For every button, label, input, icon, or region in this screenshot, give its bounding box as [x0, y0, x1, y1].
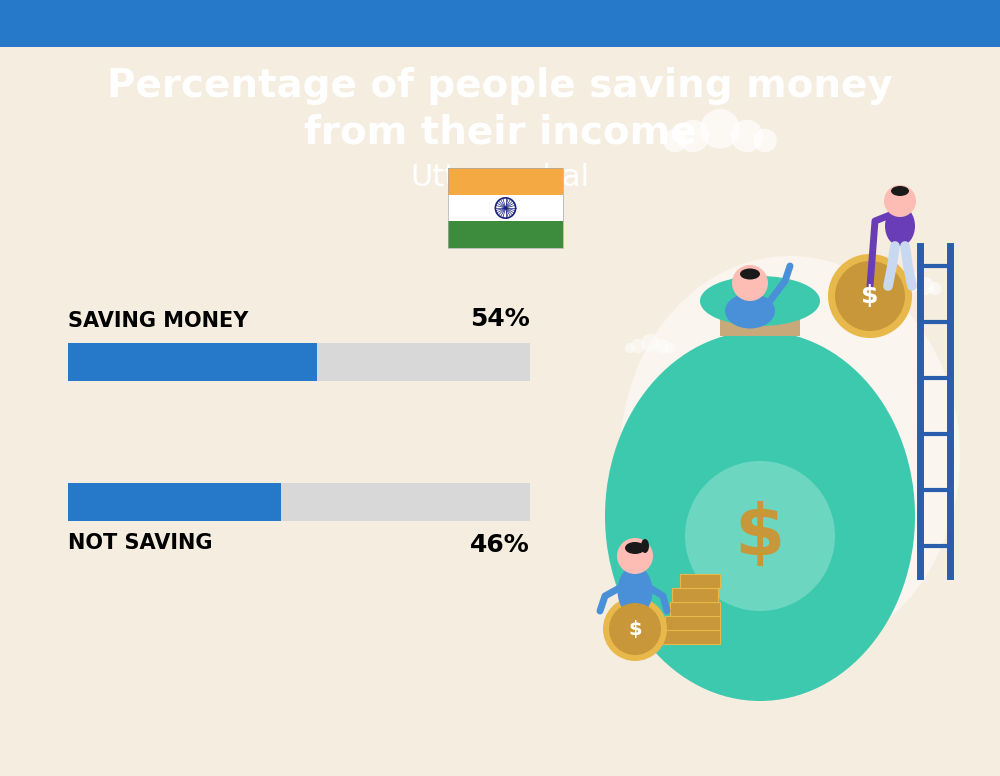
Text: NOT SAVING: NOT SAVING	[68, 533, 212, 553]
Circle shape	[504, 206, 507, 210]
Circle shape	[665, 343, 675, 353]
Circle shape	[884, 185, 916, 217]
Bar	[672, 588, 718, 602]
Ellipse shape	[885, 206, 915, 246]
Bar	[68, 343, 530, 381]
Circle shape	[603, 597, 667, 661]
Ellipse shape	[740, 268, 760, 279]
Bar	[665, 616, 720, 630]
Circle shape	[886, 277, 904, 295]
Bar	[68, 483, 281, 521]
Circle shape	[609, 603, 661, 655]
Bar	[448, 195, 563, 221]
Circle shape	[753, 129, 777, 152]
Bar	[448, 221, 563, 248]
Circle shape	[617, 538, 653, 574]
Text: $: $	[735, 501, 785, 570]
Bar	[448, 168, 563, 195]
Bar	[680, 574, 720, 588]
Text: SAVING MONEY: SAVING MONEY	[68, 311, 248, 331]
Bar	[660, 630, 720, 644]
Ellipse shape	[605, 331, 915, 701]
Ellipse shape	[618, 566, 652, 616]
Circle shape	[631, 339, 645, 353]
Ellipse shape	[891, 186, 909, 196]
Circle shape	[641, 334, 659, 352]
Circle shape	[655, 339, 669, 353]
Text: $: $	[628, 619, 642, 639]
Text: Percentage of people saving money: Percentage of people saving money	[107, 67, 893, 105]
Ellipse shape	[641, 539, 649, 553]
Ellipse shape	[725, 293, 775, 328]
Bar	[68, 483, 530, 521]
Circle shape	[899, 271, 921, 293]
Text: 46%: 46%	[470, 533, 530, 557]
Circle shape	[732, 265, 768, 301]
Circle shape	[663, 129, 687, 152]
Bar	[448, 168, 563, 248]
Bar	[720, 301, 800, 336]
Bar	[68, 343, 317, 381]
Ellipse shape	[625, 542, 645, 554]
Circle shape	[700, 109, 740, 148]
Circle shape	[731, 120, 763, 152]
Circle shape	[916, 277, 934, 295]
Bar	[670, 602, 720, 616]
Text: from their income: from their income	[304, 114, 696, 152]
Circle shape	[685, 461, 835, 611]
Text: Uttaranchal: Uttaranchal	[410, 164, 590, 192]
Text: $: $	[861, 284, 879, 308]
Circle shape	[828, 254, 912, 338]
Ellipse shape	[700, 276, 820, 326]
Circle shape	[835, 261, 905, 331]
Text: 54%: 54%	[470, 307, 530, 331]
Polygon shape	[0, 0, 1000, 46]
Circle shape	[677, 120, 709, 152]
Circle shape	[928, 282, 942, 295]
Circle shape	[625, 343, 635, 353]
Circle shape	[879, 282, 892, 295]
Ellipse shape	[620, 256, 960, 656]
